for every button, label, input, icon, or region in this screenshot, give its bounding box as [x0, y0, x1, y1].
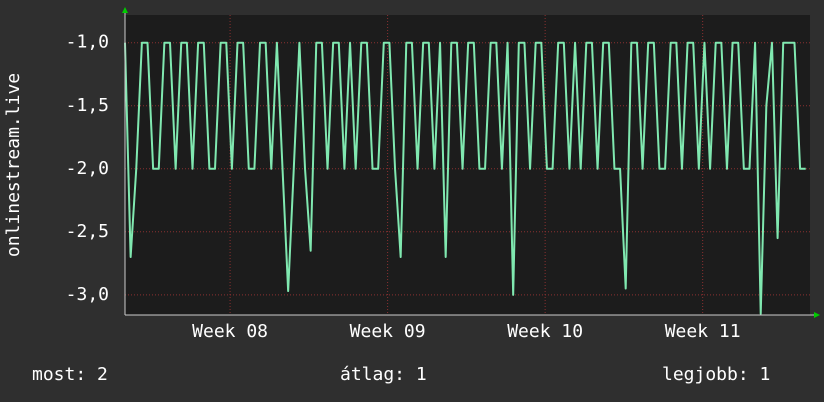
footer-average: átlag: 1	[340, 364, 427, 385]
y-tick-label: -1,5	[66, 95, 109, 116]
y-tick-label: -3,0	[66, 284, 109, 305]
footer-current: most: 2	[32, 364, 108, 385]
y-axis-label: onlinestream.live	[3, 73, 24, 257]
marks	[124, 41, 806, 315]
y-tick-label: -2,0	[66, 158, 109, 179]
y-tick-label: -1,0	[66, 32, 109, 53]
series-line	[124, 41, 806, 315]
y-tick-label: -2,5	[66, 221, 109, 242]
x-tick-label: Week 09	[350, 321, 426, 342]
footer-best: legjobb: 1	[662, 364, 770, 385]
y-arrow	[122, 7, 128, 13]
x-tick-label: Week 10	[507, 321, 583, 342]
x-tick-label: Week 08	[192, 321, 268, 342]
x-arrow	[814, 312, 820, 318]
x-tick-label: Week 11	[665, 321, 741, 342]
